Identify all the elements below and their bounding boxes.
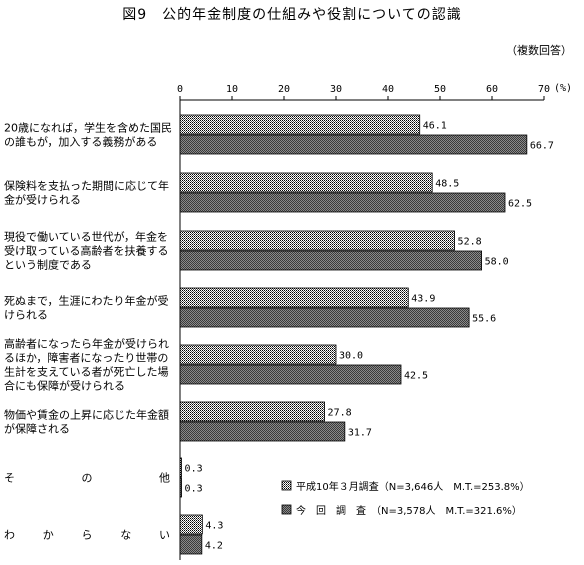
data-label: 46.1 [423,121,447,132]
data-label: 62.5 [508,199,532,210]
bar [179,192,506,213]
data-label: 4.3 [205,521,223,532]
bar [179,114,421,135]
category-label-line: るほか，障害者になったり世帯の [4,351,168,365]
unit-label: (%) [554,83,572,94]
x-tick-label: 10 [226,84,238,95]
data-label: 43.9 [411,294,435,305]
x-tick-label: 60 [486,84,498,95]
x-tick-label: 50 [434,84,446,95]
category-label-line: 生計を支えている者が死亡した場 [4,365,168,379]
category-label: 物価や賃金の上昇に応じた年金額が保障される [4,408,169,436]
bar [179,457,182,478]
bar [179,230,455,251]
category-label-line: の誰もが，加入する義務がある [4,135,157,149]
data-label: 66.7 [530,141,554,152]
x-tick-label: 70 [538,84,550,95]
category-label-line: 20歳になれば，学生を含めた国民 [4,121,172,135]
x-tick-label: 0 [177,84,183,95]
category-label-line: 合にも保障が受けられる [4,379,125,393]
data-label: 4.2 [205,541,223,552]
data-label: 30.0 [339,351,363,362]
category-label: わ か ら な い [4,529,170,542]
category-label: 高齢者になったら年金が受けられるほか，障害者になったり世帯の生計を支えている者が… [4,337,169,393]
x-tick-label: 20 [278,84,290,95]
category-label: 20歳になれば，学生を含めた国民の誰もが，加入する義務がある [4,121,172,149]
data-label: 27.8 [328,408,352,419]
category-label-line: けられる [4,309,48,322]
bar [179,250,483,271]
bar [179,421,346,442]
bar [179,401,325,422]
bar [179,172,433,193]
bar [179,134,528,155]
bar [179,287,409,308]
bar [179,477,182,498]
category-label-line: 高齢者になったら年金が受けられ [4,337,169,351]
chart-title: 図9 公的年金制度の仕組みや役割についての認識 [122,7,462,23]
category-label: 現役で働いている世代が，年金を受け取っている高齢者を扶養するという制度である [4,230,168,272]
category-label-line: 物価や賃金の上昇に応じた年金額 [4,408,169,422]
category-label-line: 受け取っている高齢者を扶養する [4,244,168,258]
category-label-line: 死ぬまで，生涯にわたり年金が受 [4,294,169,308]
data-label: 52.8 [458,237,482,248]
bar [179,344,337,365]
data-label: 31.7 [348,428,372,439]
legend: 平成10年３月調査（N=3,646人 M.T.=253.8%） 今 回 調 査 （… [281,480,530,517]
data-label: 0.3 [185,464,203,475]
multiple-answer-note: （複数回答） [506,44,572,57]
category-labels: 20歳になれば，学生を含めた国民の誰もが，加入する義務がある保険料を支払った期間… [4,121,172,542]
category-label-line: 金が受けられる [4,193,81,207]
data-label: 48.5 [435,179,459,190]
category-label-line: わ か ら な い [4,529,170,542]
legend-swatch [281,480,292,491]
data-label: 0.3 [185,484,203,495]
x-tick-label: 40 [382,84,394,95]
legend-entry: 今 回 調 査 （N=3,578人 M.T.=321.6%） [296,504,522,517]
category-label-line: が保障される [4,422,70,436]
category-label: 死ぬまで，生涯にわたり年金が受けられる [4,294,169,322]
category-label: 保険料を支払った期間に応じて年金が受けられる [4,179,169,207]
x-tick-label: 30 [330,84,342,95]
bars-layer: 46.1 66.7 48.5 62.5 52.858.0 43.9 55.6 30.0 42.5… [179,114,554,555]
bar [179,514,203,535]
category-label-line: 現役で働いている世代が，年金を [4,230,168,244]
bar [179,534,203,555]
bar [179,364,402,385]
legend-entry: 平成10年３月調査（N=3,646人 M.T.=253.8%） [296,480,530,493]
data-label: 58.0 [485,257,509,268]
category-label-line: という制度である [4,258,92,272]
category-label: そ の 他 [4,472,170,485]
legend-swatch [281,504,292,515]
category-label-line: そ の 他 [4,472,170,485]
bar [179,307,470,328]
category-label-line: 保険料を支払った期間に応じて年 [4,179,169,193]
data-label: 55.6 [472,314,496,325]
data-label: 42.5 [404,371,428,382]
